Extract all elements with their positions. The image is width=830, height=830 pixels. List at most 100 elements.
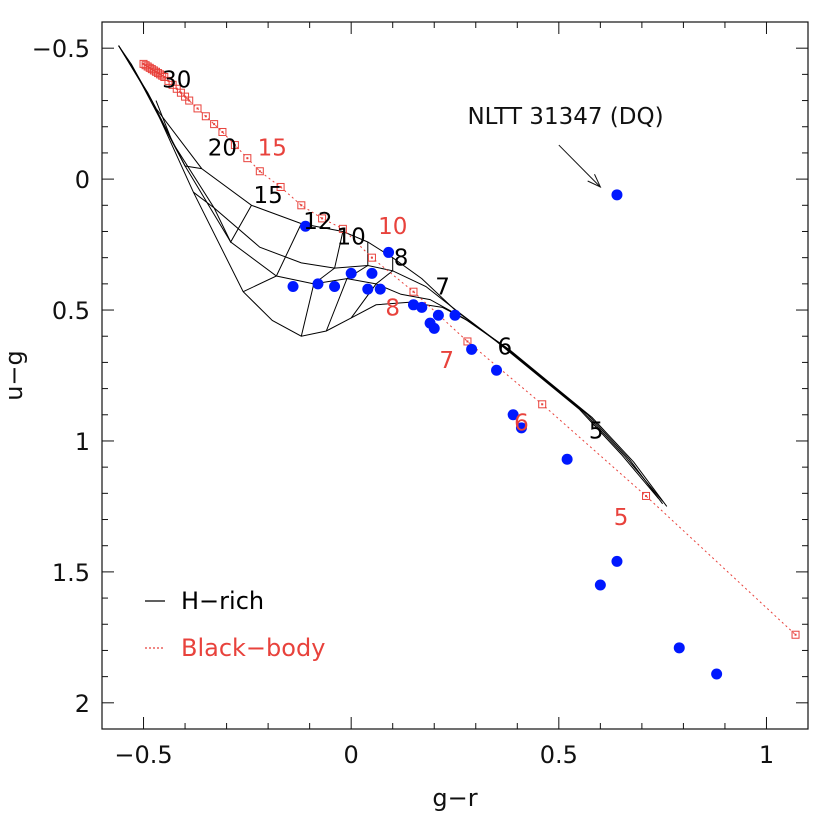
black-body-point-center: [221, 130, 224, 133]
black-body-point-center: [246, 157, 249, 160]
black-body-point-center: [163, 75, 166, 78]
y-tick-label: 1.5: [52, 559, 90, 587]
black-body-point: [201, 112, 210, 121]
observed-star: [312, 278, 324, 290]
black-body-point: [338, 224, 347, 233]
observed-star: [362, 283, 374, 295]
black-body-point: [409, 287, 418, 296]
observed-star: [287, 280, 299, 292]
black-body-point-center: [184, 95, 187, 98]
observed-star: [383, 246, 395, 258]
observed-star: [594, 579, 606, 591]
black-body-point-center: [794, 633, 797, 636]
black-body-temp-label: 7: [439, 348, 454, 374]
black-body-temp-label: 15: [258, 136, 287, 162]
legend-label: H−rich: [181, 587, 264, 615]
black-body-point-center: [175, 87, 178, 90]
observed-star: [491, 364, 503, 376]
observed-star: [561, 453, 573, 465]
observed-star: [374, 283, 386, 295]
h-rich-isotherm: [155, 100, 202, 170]
black-body-temp-label: 6: [514, 411, 529, 437]
y-tick-label: 1: [75, 428, 90, 456]
black-body-sequence: [139, 59, 800, 639]
h-rich-isotherm: [130, 63, 157, 109]
black-body-point-center: [341, 227, 344, 230]
black-body-point: [297, 201, 306, 210]
observed-star: [507, 409, 519, 421]
h-rich-track: [118, 45, 664, 505]
observed-star: [428, 322, 440, 334]
black-body-point: [318, 214, 327, 223]
h-rich-temp-label: 30: [162, 68, 191, 94]
black-body-point-center: [300, 204, 303, 207]
observed-star: [449, 309, 461, 321]
black-body-point: [367, 253, 376, 262]
black-body-point: [276, 182, 285, 191]
observed-star: [416, 301, 428, 313]
black-body-point-center: [171, 83, 174, 86]
y-tick-label: 0: [75, 166, 90, 194]
observed-star: [611, 555, 623, 567]
h-rich-isotherm: [350, 257, 394, 319]
observed-star: [329, 280, 341, 292]
annotation-arrow-shaft: [558, 144, 601, 188]
x-tick-label: −0.5: [114, 741, 172, 769]
black-body-point: [791, 630, 800, 639]
observed-star: [299, 220, 311, 232]
black-body-point-center: [541, 403, 544, 406]
observed-star: [673, 642, 685, 654]
x-tick-label: 1: [759, 741, 774, 769]
black-body-point-center: [150, 68, 153, 71]
observed-star: [515, 422, 527, 434]
black-body-point: [538, 400, 547, 409]
black-body-point-center: [645, 494, 648, 497]
black-body-point-center: [466, 340, 469, 343]
observed-star: [432, 309, 444, 321]
black-body-point-center: [144, 64, 147, 67]
black-body-point-center: [154, 70, 157, 73]
h-rich-isotherm: [193, 191, 252, 244]
axes: −0.5 0 0.5 1 −0.5 0 0.5 1 1.5 2 g−r u−g: [0, 21, 809, 812]
y-tick-label: 2: [75, 690, 90, 718]
legend: H−rich Black−body: [145, 587, 325, 662]
black-body-line: [143, 63, 796, 636]
black-body-point: [210, 120, 219, 129]
h-rich-track: [118, 45, 668, 507]
black-body-point-center: [412, 290, 415, 293]
black-body-point-center: [258, 170, 261, 173]
black-body-temp-label: 5: [614, 505, 629, 531]
black-body-point-center: [188, 99, 191, 102]
annotation-label: NLTT 31347 (DQ): [467, 104, 663, 130]
h-rich-temp-label: 10: [337, 225, 366, 251]
y-tick-label: 0.5: [52, 297, 90, 325]
black-body-temp-label: 8: [385, 295, 400, 321]
h-rich-isotherm: [300, 231, 344, 337]
black-body-point: [156, 70, 165, 79]
black-body-point-center: [152, 69, 155, 72]
black-body-point-center: [161, 74, 164, 77]
h-rich-temp-label: 6: [498, 335, 513, 361]
observed-star: [711, 668, 723, 680]
black-body-point: [218, 127, 227, 136]
black-body-point-center: [146, 65, 149, 68]
black-body-point: [230, 141, 239, 150]
observed-star: [611, 189, 623, 201]
y-axis-title: u−g: [0, 350, 28, 401]
x-axis-title: g−r: [432, 784, 477, 812]
black-body-point-center: [179, 91, 182, 94]
black-body-point-center: [196, 107, 199, 110]
h-rich-temp-label: 5: [589, 418, 604, 444]
observed-star: [345, 267, 357, 279]
h-rich-model-grid: [118, 45, 668, 507]
black-body-point: [642, 491, 651, 500]
observed-star: [366, 267, 378, 279]
black-body-point-center: [142, 62, 145, 65]
h-rich-isotherm: [242, 223, 302, 293]
annotation-arrow-head: [587, 174, 602, 189]
h-rich-track: [118, 45, 663, 502]
black-body-point-center: [167, 79, 170, 82]
black-body-point-center: [157, 72, 160, 75]
black-body-point: [185, 96, 194, 105]
